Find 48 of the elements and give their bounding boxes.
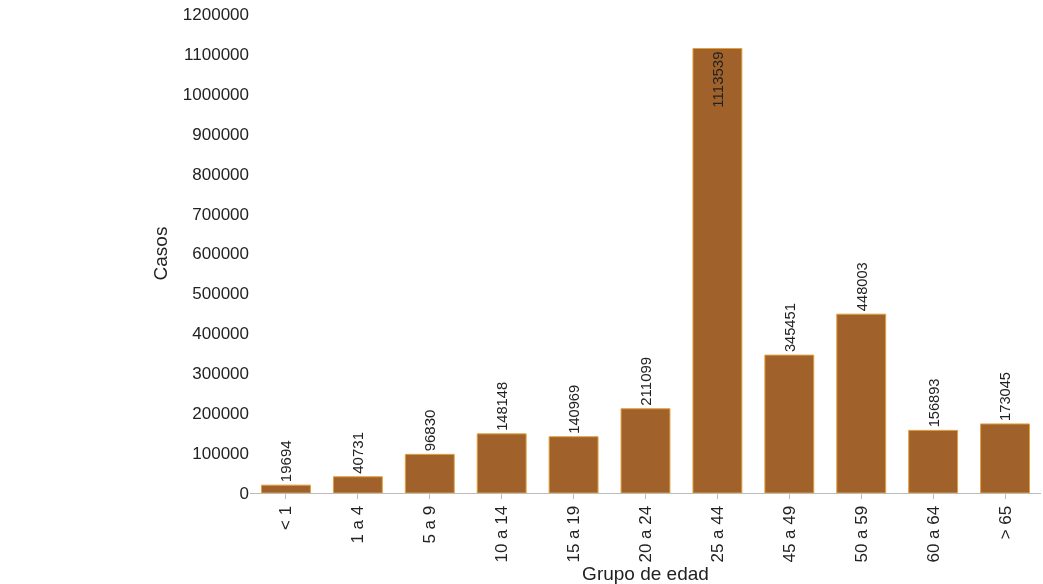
- y-tick-label: 1100000: [184, 44, 249, 64]
- bar: [476, 433, 527, 493]
- bar: [980, 423, 1030, 493]
- y-tick-label: 100000: [192, 444, 249, 464]
- data-label: 148148: [494, 381, 511, 431]
- data-label: 156893: [925, 378, 942, 428]
- data-label: 1113539: [708, 51, 726, 108]
- x-tick-label: 45 a 49: [779, 505, 799, 563]
- x-tick-label: < 1: [276, 505, 296, 530]
- bar: [620, 408, 671, 493]
- data-label: 173045: [997, 372, 1014, 421]
- y-tick-label: 1000000: [182, 84, 249, 104]
- y-tick-label: 800000: [192, 164, 249, 184]
- data-label: 448003: [853, 262, 870, 312]
- x-tick-label: 1 a 4: [348, 505, 368, 544]
- data-label: 140969: [565, 384, 582, 434]
- data-label: 96830: [421, 409, 439, 452]
- x-tick-label: 50 a 59: [851, 505, 871, 563]
- bar: [764, 354, 815, 493]
- y-tick-label: 1200000: [182, 4, 249, 24]
- data-label: 211099: [636, 356, 654, 406]
- bar: [836, 313, 887, 493]
- bar: [692, 48, 743, 493]
- bar: [908, 429, 959, 493]
- y-tick-label: 300000: [192, 364, 249, 384]
- x-tick-label: 10 a 14: [492, 505, 512, 563]
- bar: [548, 436, 599, 493]
- x-tick-label: 5 a 9: [420, 505, 440, 544]
- x-tick-label: > 65: [995, 505, 1015, 540]
- y-tick-label: 400000: [192, 324, 249, 344]
- y-axis-title: Casos: [149, 226, 171, 281]
- data-label: 19694: [277, 440, 295, 483]
- bar: [261, 484, 311, 493]
- data-label: 345451: [781, 303, 798, 353]
- y-tick-label: 700000: [192, 204, 249, 224]
- x-tick-label: 15 a 19: [564, 505, 584, 563]
- y-tick-label: 600000: [192, 244, 249, 264]
- bar: [404, 453, 455, 493]
- y-tick-label: 500000: [192, 284, 249, 304]
- y-tick-label: 0: [239, 483, 249, 503]
- x-axis-title: Grupo de edad: [582, 563, 709, 584]
- x-tick-label: 25 a 44: [707, 505, 727, 563]
- x-tick-label: 60 a 64: [923, 505, 943, 563]
- bar: [332, 476, 383, 493]
- x-tick-label: 20 a 24: [636, 505, 656, 563]
- y-tick-label: 200000: [192, 404, 249, 424]
- data-label: 40731: [349, 432, 367, 474]
- y-tick-label: 900000: [192, 124, 249, 144]
